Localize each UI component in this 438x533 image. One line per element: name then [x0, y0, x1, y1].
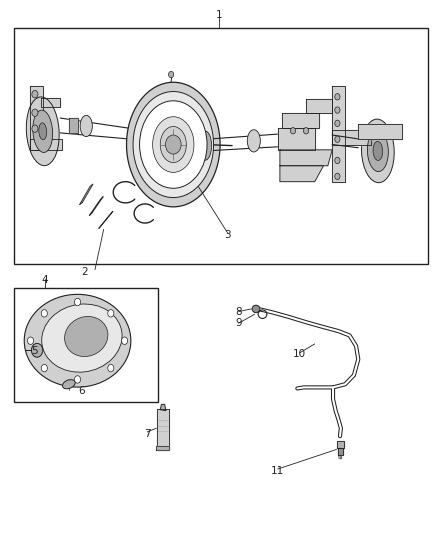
Polygon shape	[30, 139, 62, 150]
Circle shape	[166, 135, 181, 154]
Circle shape	[32, 343, 43, 357]
Polygon shape	[89, 197, 103, 215]
Polygon shape	[69, 118, 78, 133]
Ellipse shape	[361, 119, 394, 183]
Circle shape	[335, 173, 340, 180]
Ellipse shape	[127, 82, 220, 207]
Polygon shape	[332, 130, 371, 144]
Text: 7: 7	[144, 429, 151, 439]
Text: 3: 3	[224, 230, 231, 240]
Polygon shape	[99, 211, 113, 229]
Ellipse shape	[26, 97, 59, 166]
Polygon shape	[336, 441, 344, 448]
Bar	[14, 288, 158, 402]
Polygon shape	[157, 409, 169, 447]
Circle shape	[32, 91, 38, 98]
Bar	[14, 28, 428, 264]
Circle shape	[335, 94, 340, 100]
Ellipse shape	[133, 92, 214, 198]
Circle shape	[41, 310, 47, 317]
Ellipse shape	[80, 115, 92, 136]
Polygon shape	[280, 166, 323, 182]
Ellipse shape	[247, 130, 260, 152]
Text: 8: 8	[235, 306, 242, 317]
Polygon shape	[156, 446, 170, 450]
Ellipse shape	[140, 101, 207, 188]
Circle shape	[32, 109, 38, 116]
Ellipse shape	[24, 294, 131, 387]
Circle shape	[74, 376, 81, 383]
Polygon shape	[306, 100, 332, 113]
Circle shape	[74, 298, 81, 306]
Circle shape	[304, 127, 309, 134]
Text: 4: 4	[42, 274, 48, 285]
Polygon shape	[280, 150, 332, 166]
Polygon shape	[160, 405, 166, 411]
Text: 6: 6	[78, 386, 85, 396]
Text: 1: 1	[215, 10, 223, 20]
Circle shape	[108, 365, 114, 372]
Polygon shape	[80, 184, 93, 205]
Circle shape	[335, 157, 340, 164]
Polygon shape	[358, 124, 402, 139]
Circle shape	[335, 136, 340, 142]
Ellipse shape	[42, 304, 122, 372]
Circle shape	[335, 107, 340, 114]
Circle shape	[335, 120, 340, 126]
Ellipse shape	[252, 305, 260, 313]
Text: 2: 2	[81, 267, 88, 277]
Ellipse shape	[373, 141, 383, 160]
Ellipse shape	[198, 131, 212, 160]
Text: 9: 9	[235, 318, 242, 328]
Circle shape	[41, 365, 47, 372]
Polygon shape	[278, 127, 315, 150]
Polygon shape	[338, 448, 343, 455]
Circle shape	[290, 127, 296, 134]
Text: 10: 10	[293, 349, 306, 359]
Ellipse shape	[152, 117, 194, 172]
Text: 5: 5	[31, 346, 37, 357]
Ellipse shape	[160, 126, 186, 163]
Circle shape	[28, 337, 34, 344]
Circle shape	[169, 71, 174, 78]
Circle shape	[121, 337, 127, 344]
Ellipse shape	[33, 110, 53, 152]
Polygon shape	[282, 113, 319, 127]
Ellipse shape	[367, 130, 389, 172]
Ellipse shape	[64, 317, 108, 357]
Text: 11: 11	[271, 466, 284, 475]
Circle shape	[108, 310, 114, 317]
Ellipse shape	[39, 123, 47, 140]
Polygon shape	[30, 86, 43, 150]
Polygon shape	[332, 86, 345, 182]
Ellipse shape	[63, 379, 75, 389]
Polygon shape	[41, 98, 60, 108]
Circle shape	[32, 125, 38, 132]
